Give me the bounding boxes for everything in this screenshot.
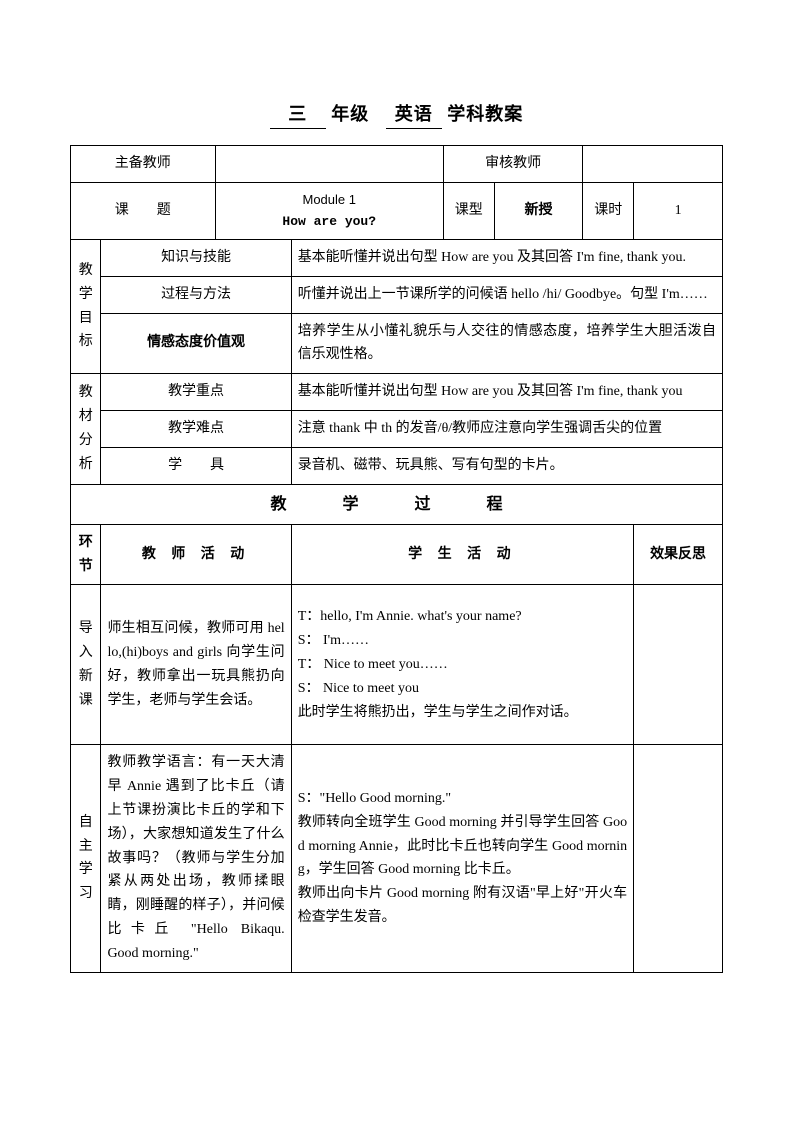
- self-stage: 自主学习: [71, 745, 101, 972]
- tools-text: 录音机、磁带、玩具熊、写有句型的卡片。: [291, 447, 722, 484]
- module-line2: How are you?: [222, 211, 437, 233]
- row-intro: 导入新课 师生相互问候，教师可用 hello,(hi)boys and girl…: [71, 585, 723, 745]
- knowledge-text: 基本能听懂并说出句型 How are you 及其回答 I'm fine, th…: [291, 239, 722, 276]
- intro-stage: 导入新课: [71, 585, 101, 745]
- self-teacher: 教师教学语言：有一天大清早 Annie 遇到了比卡丘（请上节课扮演比卡丘的学和下…: [101, 745, 291, 972]
- tools-label: 学 具: [101, 447, 291, 484]
- row-difficulty: 教学难点 注意 thank 中 th 的发音/θ/教师应注意向学生强调舌尖的位置: [71, 410, 723, 447]
- page-title: 三 年级 英语 学科教案: [70, 100, 723, 129]
- knowledge-label: 知识与技能: [101, 239, 291, 276]
- row-attitude: 情感态度价值观 培养学生从小懂礼貌乐与人交往的情感态度，培养学生大胆活泼自信乐观…: [71, 313, 723, 374]
- attitude-label: 情感态度价值观: [101, 313, 291, 374]
- row-teachers: 主备教师 审核教师: [71, 146, 723, 183]
- main-teacher-value: [215, 146, 443, 183]
- process-text: 听懂并说出上一节课所学的问候语 hello /hi/ Goodbye。句型 I'…: [291, 276, 722, 313]
- process-label: 过程与方法: [101, 276, 291, 313]
- review-teacher-label: 审核教师: [443, 146, 583, 183]
- self-student: S："Hello Good morning." 教师转向全班学生 Good mo…: [291, 745, 633, 972]
- lesson-type-value: 新授: [494, 182, 583, 239]
- lesson-type-label: 课型: [443, 182, 494, 239]
- period-value: 1: [634, 182, 723, 239]
- period-label: 课时: [583, 182, 634, 239]
- difficulty-label: 教学难点: [101, 410, 291, 447]
- row-process: 过程与方法 听懂并说出上一节课所学的问候语 hello /hi/ Goodbye…: [71, 276, 723, 313]
- lesson-plan-table: 主备教师 审核教师 课 题 Module 1 How are you? 课型 新…: [70, 145, 723, 973]
- title-suffix: 学科教案: [447, 104, 523, 124]
- keypoint-label: 教学重点: [101, 374, 291, 411]
- difficulty-text: 注意 thank 中 th 的发音/θ/教师应注意向学生强调舌尖的位置: [291, 410, 722, 447]
- row-self: 自主学习 教师教学语言：有一天大清早 Annie 遇到了比卡丘（请上节课扮演比卡…: [71, 745, 723, 972]
- col-teacher: 教 师 活 动: [101, 524, 291, 585]
- keypoint-text: 基本能听懂并说出句型 How are you 及其回答 I'm fine, th…: [291, 374, 722, 411]
- module-cell: Module 1 How are you?: [215, 182, 443, 239]
- attitude-text: 培养学生从小懂礼貌乐与人交往的情感态度，培养学生大胆活泼自信乐观性格。: [291, 313, 722, 374]
- process-section-title: 教 学 过 程: [71, 484, 723, 524]
- main-teacher-label: 主备教师: [71, 146, 216, 183]
- row-keypoint: 教材分析 教学重点 基本能听懂并说出句型 How are you 及其回答 I'…: [71, 374, 723, 411]
- row-section-title: 教 学 过 程: [71, 484, 723, 524]
- col-stage: 环节: [71, 524, 101, 585]
- row-process-header: 环节 教 师 活 动 学 生 活 动 效果反思: [71, 524, 723, 585]
- self-reflect: [634, 745, 723, 972]
- row-knowledge: 教学目标 知识与技能 基本能听懂并说出句型 How are you 及其回答 I…: [71, 239, 723, 276]
- col-student: 学 生 活 动: [291, 524, 633, 585]
- objectives-side-label: 教学目标: [71, 239, 101, 373]
- review-teacher-value: [583, 146, 723, 183]
- col-reflect: 效果反思: [634, 524, 723, 585]
- module-line1: Module 1: [222, 189, 437, 211]
- grade-blank: 三: [270, 100, 326, 129]
- grade-suffix: 年级: [331, 104, 369, 124]
- intro-teacher: 师生相互问候，教师可用 hello,(hi)boys and girls 向学生…: [101, 585, 291, 745]
- intro-student: T：hello, I'm Annie. what's your name? S：…: [291, 585, 633, 745]
- subject-blank: 英语: [386, 100, 442, 129]
- intro-reflect: [634, 585, 723, 745]
- row-tools: 学 具 录音机、磁带、玩具熊、写有句型的卡片。: [71, 447, 723, 484]
- analysis-side-label: 教材分析: [71, 374, 101, 484]
- row-lesson: 课 题 Module 1 How are you? 课型 新授 课时 1: [71, 182, 723, 239]
- lesson-title-label: 课 题: [71, 182, 216, 239]
